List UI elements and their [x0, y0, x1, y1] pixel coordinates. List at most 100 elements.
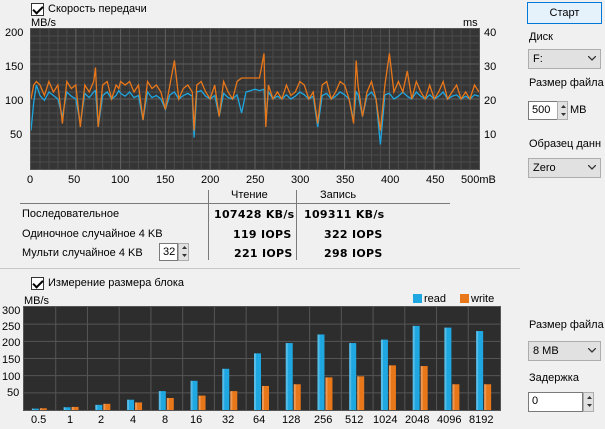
chart2-x-tick: 8 [162, 414, 169, 426]
disk-label: Диск [529, 31, 553, 43]
multi-write-value: 298 IOPS [324, 247, 383, 260]
read-bar [95, 404, 103, 410]
row-label-single-random: Одиночное случайное 4 KB [22, 228, 163, 240]
chart1-x-tick: 500mB [461, 174, 496, 186]
read-bar [222, 368, 230, 410]
write-bar [103, 403, 111, 410]
chart1-x-tick: 300 [291, 174, 310, 186]
chart1-x-tick: 200 [201, 174, 220, 186]
filesize-down-arrow-icon[interactable] [558, 111, 567, 120]
section-divider [0, 268, 520, 269]
block-size-checkbox-label[interactable]: Измерение размера блока [48, 277, 185, 289]
write-bar [230, 391, 238, 410]
rnd-write-value: 322 IOPS [324, 228, 383, 241]
read-bar [476, 331, 484, 410]
read-bar [190, 380, 198, 410]
write-bar [71, 406, 79, 410]
filesize-unit: MB [570, 104, 587, 116]
read-bar [444, 327, 452, 410]
chart2-y-tick: 100 [2, 371, 21, 383]
delay-down-arrow-icon[interactable] [584, 402, 593, 411]
speed-checkbox[interactable] [31, 3, 44, 16]
read-bar [31, 408, 39, 410]
col-header-write: Запись [320, 189, 357, 201]
pattern-select[interactable]: Zero [528, 158, 601, 178]
chart1-y-tick: 50 [10, 129, 23, 141]
queue-depth-spinner[interactable] [178, 243, 189, 261]
seq-read-value: 107428 KB/s [214, 208, 295, 221]
read-bar [63, 407, 71, 410]
write-bar [484, 384, 492, 410]
chart2-x-tick: 2048 [405, 414, 430, 426]
read-bar [158, 391, 166, 410]
latency-series-line [31, 53, 479, 131]
start-button[interactable]: Старт [527, 2, 602, 24]
chart2-x-tick: 1024 [373, 414, 398, 426]
legend-write-swatch [460, 294, 469, 303]
chart2-x-tick: 256 [314, 414, 333, 426]
rnd-read-value: 119 IOPS [233, 228, 292, 241]
speed-checkbox-label[interactable]: Скорость передачи [48, 3, 147, 15]
write-bar [262, 385, 269, 410]
chart2-y-tick: 150 [2, 354, 21, 366]
legend-write-label: write [471, 293, 495, 305]
chart2-x-tick: 64 [253, 414, 266, 426]
transfer-speed-chart [30, 28, 480, 170]
filesize-input[interactable]: 500 [528, 101, 558, 120]
disk-select[interactable]: F: [528, 49, 601, 69]
blocksize-select-value: 8 MB [533, 345, 559, 357]
chart1-y-tick: 200 [5, 27, 24, 39]
chart1-y2-tick: 40 [484, 27, 497, 39]
queue-depth-input[interactable]: 32 [159, 243, 178, 261]
delay-spinner[interactable] [583, 392, 594, 412]
filesize-up-arrow-icon[interactable] [558, 102, 567, 111]
chart1-y2-tick: 10 [484, 129, 497, 141]
read-bar [349, 343, 357, 410]
legend-read-label: read [424, 293, 447, 305]
queue-up-arrow-icon[interactable] [179, 244, 188, 252]
legend-read-swatch [413, 294, 422, 303]
chart2-unit: MB/s [24, 295, 50, 307]
chart1-x-tick: 50 [68, 174, 81, 186]
block-size-checkbox[interactable] [31, 277, 44, 290]
delay-up-arrow-icon[interactable] [584, 393, 593, 402]
chart2-x-tick: 2 [98, 414, 105, 426]
speed-series-line [31, 84, 479, 145]
chart1-y-tick: 100 [5, 95, 24, 107]
chart2-y-tick: 50 [7, 387, 20, 399]
chart1-y2-tick: 30 [484, 61, 497, 73]
delay-input[interactable]: 0 [528, 392, 583, 412]
results-divider [20, 203, 450, 204]
chart2-x-tick: 512 [345, 414, 364, 426]
chart1-x-tick: 450 [426, 174, 445, 186]
read-bar [285, 343, 293, 410]
write-bar [293, 384, 301, 410]
chart2-x-tick: 32 [222, 414, 235, 426]
chart1-y2-tick: 20 [484, 95, 497, 107]
results-col-divider [208, 190, 209, 260]
read-bar [412, 325, 420, 410]
chart2-y-tick: 300 [2, 305, 21, 317]
write-bar [357, 376, 365, 410]
multi-read-value: 221 IOPS [234, 247, 293, 260]
col-header-read: Чтение [231, 189, 268, 201]
chart1-left-unit: MB/s [31, 17, 57, 29]
write-bar [166, 397, 174, 410]
queue-down-arrow-icon[interactable] [179, 252, 188, 260]
write-bar [135, 402, 143, 410]
filesize-label: Размер файла [529, 77, 604, 89]
disk-select-value: F: [533, 53, 543, 65]
blocksize-label: Размер файла [529, 319, 604, 331]
pattern-select-value: Zero [533, 162, 556, 174]
delay-label: Задержка [529, 372, 579, 384]
results-col-divider [296, 190, 297, 260]
write-bar [198, 395, 206, 410]
filesize-spinner[interactable] [557, 101, 568, 120]
read-bar [254, 353, 261, 410]
blocksize-select[interactable]: 8 MB [528, 341, 601, 361]
chart1-x-tick: 350 [336, 174, 355, 186]
read-bar [317, 334, 325, 410]
row-label-sequential: Последовательное [22, 208, 120, 220]
read-bar [127, 399, 135, 410]
chevron-down-icon [588, 56, 596, 61]
